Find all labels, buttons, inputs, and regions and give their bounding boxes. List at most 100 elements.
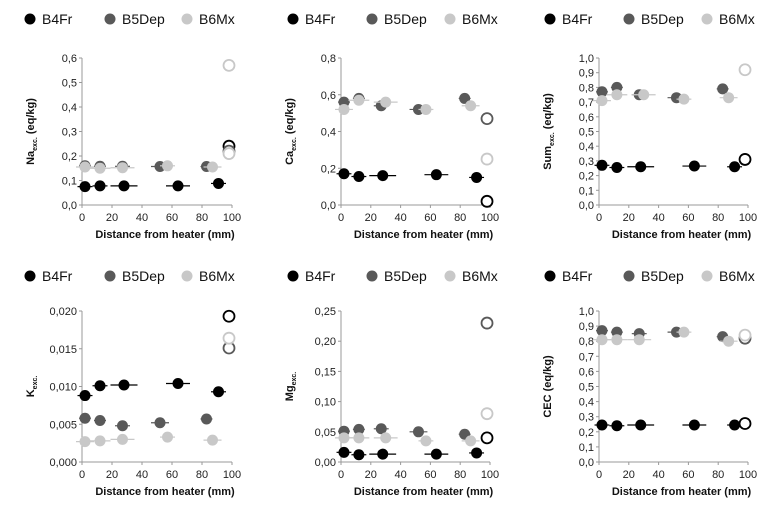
data-point — [94, 180, 106, 192]
legend-label-b6mx: B6Mx — [719, 268, 755, 284]
x-axis-label: Distance from heater (mm) — [354, 486, 494, 498]
y-axis-label: CEC (eq/kg) — [542, 355, 554, 418]
x-tick-label: 100 — [223, 469, 241, 481]
data-point — [430, 169, 442, 181]
y-tick-label: 0,0 — [321, 200, 336, 212]
data-point-open — [738, 417, 752, 430]
series-b6mx — [76, 58, 236, 174]
legend-marker-b5dep — [623, 270, 635, 282]
series-b6mx — [593, 63, 752, 107]
x-tick-label: 80 — [196, 212, 208, 224]
data-point — [94, 380, 106, 392]
y-tick-label: 0,2 — [62, 151, 77, 163]
data-point — [207, 161, 218, 173]
x-axis-label: Distance from heater (mm) — [95, 486, 235, 498]
legend-marker-b5dep — [104, 270, 116, 282]
series-b6mx — [335, 94, 494, 166]
y-tick-label: 0,4 — [579, 397, 594, 409]
x-tick-label: 100 — [739, 469, 757, 481]
data-point — [94, 162, 106, 174]
y-axis-label-unit: (eq/kg) — [542, 93, 554, 132]
data-point — [596, 334, 608, 346]
data-point — [79, 390, 91, 402]
y-tick-label: 0,0 — [579, 457, 594, 469]
data-point — [377, 170, 389, 182]
y-tick-label: 0,8 — [321, 53, 336, 65]
y-axis-label-main: Sum — [542, 146, 554, 170]
data-point — [117, 420, 128, 432]
x-tick-label: 100 — [481, 212, 499, 224]
y-tick-label: 0,3 — [579, 412, 594, 424]
data-point — [338, 168, 350, 180]
data-point-open — [738, 153, 752, 166]
legend-marker-b5dep — [623, 13, 635, 25]
series-b6mx — [335, 407, 494, 447]
series-b4fr — [336, 168, 494, 208]
legend-label-b4fr: B4Fr — [42, 268, 73, 284]
x-tick-label: 100 — [739, 212, 757, 224]
legend-label-b6mx: B6Mx — [199, 268, 235, 284]
data-point-open — [480, 152, 494, 166]
chart-panel-6: B4Fr B5Dep B6Mx 0,0 0,1 0,2 0,3 0,4 0,5 0,6 0,7 0,8… — [542, 268, 757, 498]
x-tick-label: 20 — [365, 469, 377, 481]
y-tick-label: 0,7 — [579, 97, 594, 109]
data-point — [471, 171, 483, 183]
data-point — [172, 180, 184, 192]
x-tick-label: 60 — [424, 212, 436, 224]
data-point — [207, 434, 218, 446]
series-b4fr — [594, 153, 752, 174]
y-tick-label: 1,0 — [579, 306, 594, 318]
data-point-open — [222, 58, 236, 72]
y-tick-label: 0,2 — [321, 163, 336, 175]
x-tick-label: 0 — [79, 212, 85, 224]
data-point — [465, 100, 477, 112]
y-axis-label-sub: exc. — [291, 137, 298, 151]
x-tick-label: 80 — [454, 212, 466, 224]
legend-label-b6mx: B6Mx — [462, 268, 498, 284]
x-tick-label: 0 — [338, 212, 344, 224]
x-tick-label: 40 — [136, 469, 148, 481]
data-point — [338, 103, 350, 115]
legend-label-b4fr: B4Fr — [305, 268, 336, 284]
x-tick-label: 20 — [623, 212, 635, 224]
data-point — [377, 448, 389, 460]
data-point — [353, 171, 365, 183]
data-point — [638, 89, 650, 101]
legend-marker-b4fr — [24, 13, 36, 25]
data-point — [79, 181, 91, 193]
y-tick-label: 0,020 — [49, 306, 77, 318]
y-axis-label-main: CEC — [542, 394, 554, 417]
y-axis-label-sub: exc. — [32, 376, 39, 390]
y-axis-label-unit: (eq/kg) — [25, 98, 37, 137]
series-b6mx — [593, 326, 752, 347]
x-tick-label: 40 — [136, 212, 148, 224]
data-point — [611, 89, 623, 101]
y-tick-label: 0,6 — [579, 112, 594, 124]
series-b4fr — [594, 417, 752, 432]
y-tick-label: 0,00 — [315, 457, 336, 469]
legend-label-b4fr: B4Fr — [305, 11, 336, 27]
legend-label-b6mx: B6Mx — [462, 11, 498, 27]
series-b5dep — [338, 316, 494, 440]
data-point-open — [480, 431, 494, 445]
x-tick-label: 60 — [166, 469, 178, 481]
data-point — [412, 426, 424, 438]
x-tick-label: 20 — [623, 469, 635, 481]
y-tick-label: 0,9 — [579, 321, 594, 333]
x-tick-label: 0 — [338, 469, 344, 481]
y-axis-label-unit: (eq/kg) — [284, 98, 296, 137]
y-axis-label-unit: (eq/kg) — [542, 355, 554, 394]
data-point — [471, 447, 483, 459]
data-point-open — [738, 63, 752, 77]
x-tick-label: 80 — [454, 469, 466, 481]
series-b6mx — [76, 331, 236, 448]
x-tick-label: 40 — [394, 212, 406, 224]
data-point — [688, 419, 700, 431]
y-tick-label: 0,15 — [315, 366, 336, 378]
y-tick-label: 0,20 — [315, 336, 336, 348]
data-point-open — [222, 309, 236, 323]
data-point — [162, 160, 173, 172]
y-axis-label-main: K — [25, 389, 37, 397]
chart-panel-2: B4Fr B5Dep B6Mx 0,0 0,2 0,4 0,6 0,8 0 20 40 60 80 100… — [284, 11, 499, 241]
y-axis-label-main: Na — [25, 150, 37, 165]
